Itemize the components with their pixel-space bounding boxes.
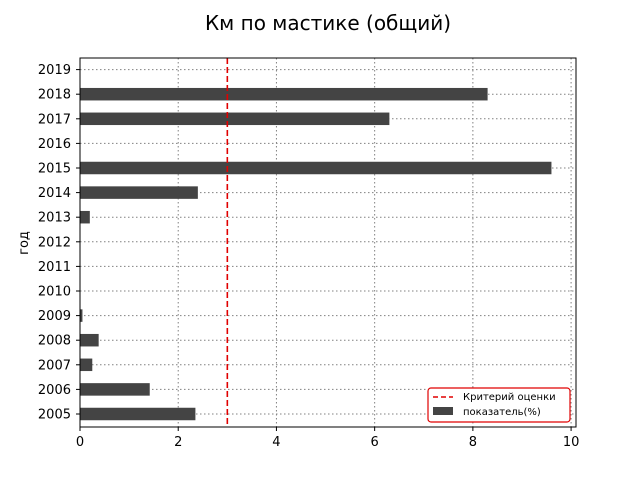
legend-box — [427, 387, 571, 423]
y-tick-label: 2007 — [38, 358, 71, 373]
y-tick-label: 2006 — [38, 383, 71, 398]
y-tick-label: 2014 — [38, 186, 71, 201]
legend-series-label: показатель(%) — [463, 407, 541, 418]
bars — [80, 87, 552, 421]
x-ticks: 0 2 4 6 8 10 — [76, 427, 580, 450]
y-tick-label: 2009 — [38, 309, 71, 324]
bar-2007 — [80, 358, 93, 372]
y-tick-label: 2018 — [38, 88, 71, 103]
bar-2018 — [80, 87, 488, 101]
y-tick-label: 2016 — [38, 137, 71, 152]
bar-2015 — [80, 161, 552, 175]
chart-title: Км по мастике (общий) — [205, 11, 451, 35]
x-tick-label: 10 — [563, 435, 580, 450]
y-tick-label: 2011 — [38, 260, 71, 275]
bar-2008 — [80, 333, 99, 347]
x-tick-label: 6 — [371, 435, 379, 450]
x-tick-label: 0 — [76, 435, 84, 450]
x-tick-label: 8 — [469, 435, 477, 450]
y-ticks: 2005 2006 2007 2008 2009 2010 2011 2012 2013 2014… — [38, 63, 80, 423]
bar-2014 — [80, 186, 198, 199]
x-tick-label: 4 — [272, 435, 280, 450]
y-tick-label: 2015 — [38, 162, 71, 177]
bar-2006 — [80, 383, 150, 396]
legend-series-swatch — [433, 407, 453, 415]
y-tick-label: 2010 — [38, 285, 71, 300]
y-tick-label: 2012 — [38, 235, 71, 250]
plot-frame — [79, 57, 577, 428]
y-tick-label: 2019 — [38, 63, 71, 78]
y-tick-label: 2017 — [38, 112, 71, 127]
y-tick-label: 2005 — [38, 408, 71, 423]
bar-2017 — [80, 112, 390, 126]
bar-2009 — [80, 309, 83, 322]
legend: Критерий оценки показатель(%) — [427, 387, 571, 423]
legend-reference-label: Критерий оценки — [463, 392, 556, 403]
y-tick-label: 2013 — [38, 211, 71, 226]
x-tick-label: 2 — [174, 435, 182, 450]
y-tick-label: 2008 — [38, 334, 71, 349]
bar-2005 — [80, 407, 196, 421]
y-axis-label: год — [17, 231, 32, 255]
bar-2013 — [80, 210, 90, 224]
